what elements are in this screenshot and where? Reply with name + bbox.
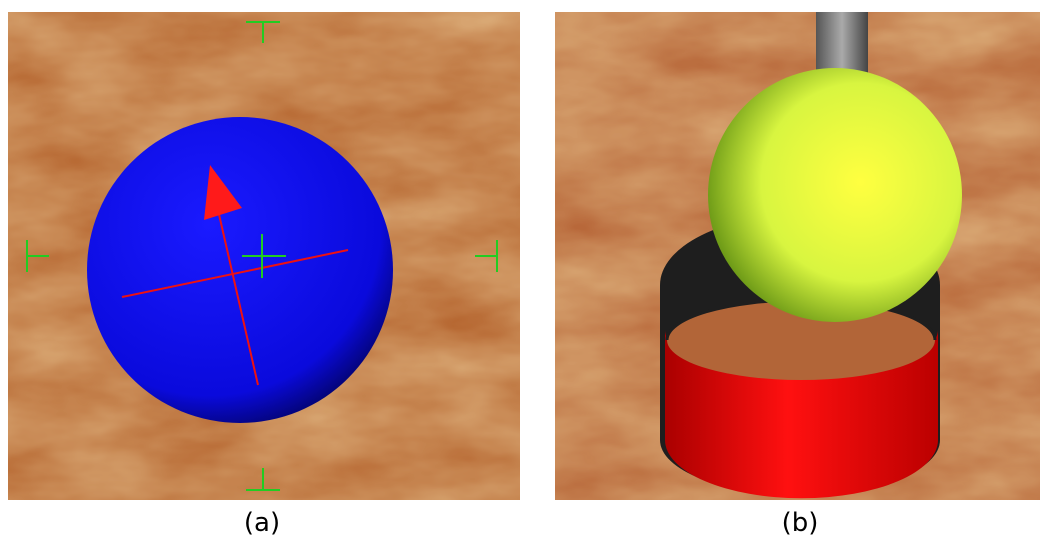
page: {"panels": [{"caption": "(a)"}, {"captio… [0,0,1048,543]
caption: (a) [244,508,280,538]
figure: (a) (b) [0,0,1048,543]
caption: (b) [782,508,819,538]
panel-b [555,12,1040,500]
sphere [708,68,962,322]
sphere [87,117,393,423]
panel-a [8,12,520,500]
